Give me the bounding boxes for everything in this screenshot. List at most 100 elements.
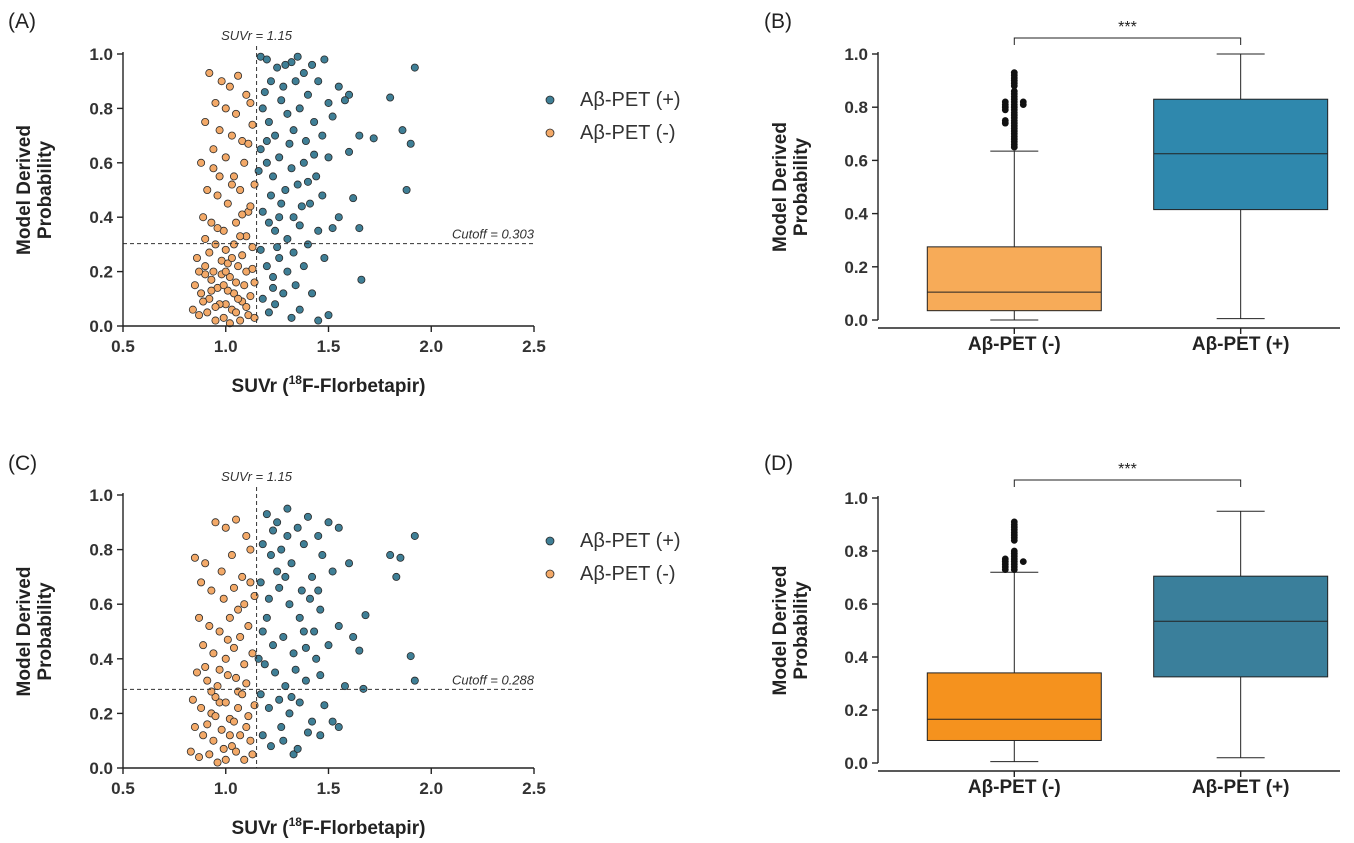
data-point [334, 622, 343, 631]
data-point [225, 273, 234, 282]
y-tick-label: 0.2 [844, 258, 868, 277]
outlier-point [1019, 558, 1027, 565]
data-point [236, 731, 245, 740]
data-point [269, 283, 278, 292]
x-tick-label: 0.5 [111, 779, 135, 798]
outlier-point [1001, 566, 1009, 573]
data-point [283, 234, 292, 243]
data-point [289, 248, 298, 257]
data-point [248, 264, 257, 273]
data-point [188, 695, 197, 704]
x-axis-title-part: F-Florbetapir) [302, 376, 426, 397]
data-point [275, 253, 284, 262]
suvr-threshold-label: SUVr = 1.15 [221, 28, 293, 43]
data-point [234, 262, 243, 271]
data-point [246, 578, 255, 587]
data-point [285, 709, 294, 718]
legend-label: Aβ-PET (-) [580, 563, 676, 585]
data-point [242, 723, 251, 732]
data-point [213, 758, 222, 767]
data-point [277, 723, 286, 732]
data-point [396, 553, 405, 562]
data-point [240, 158, 249, 167]
data-point [277, 96, 286, 105]
data-point [291, 281, 300, 290]
data-point [201, 662, 210, 671]
data-point [295, 104, 304, 113]
data-point [227, 253, 236, 262]
outlier-point [1010, 82, 1018, 90]
data-point [328, 224, 337, 233]
data-point [240, 660, 249, 669]
data-point [258, 540, 267, 549]
y-tick-label: 0.8 [89, 541, 113, 560]
data-point [281, 60, 290, 69]
data-point [303, 728, 312, 737]
data-point [260, 88, 269, 97]
data-point [349, 632, 358, 641]
data-point [299, 540, 308, 549]
data-point [260, 660, 269, 669]
data-point [258, 294, 267, 303]
data-point [345, 90, 354, 99]
data-point [225, 731, 234, 740]
data-point [410, 676, 419, 685]
data-point [293, 180, 302, 189]
y-tick-label: 0.8 [844, 542, 868, 561]
data-point [266, 191, 275, 200]
data-point [271, 668, 280, 677]
data-point [285, 139, 294, 148]
y-tick-label: 0.0 [844, 754, 868, 773]
x-axis-title-part: SUVr ( [232, 818, 290, 839]
data-point [310, 150, 319, 159]
data-point [213, 682, 222, 691]
significance-bracket [1013, 37, 1242, 45]
scatter-panel-2: (C) SUVr = 1.15 Cutoff = 0.288 0.5 1.0 1.5 2.0… [8, 452, 681, 839]
category-label: Aβ-PET (-) [968, 777, 1061, 798]
cutoff-label: Cutoff = 0.303 [452, 227, 535, 242]
data-point [345, 559, 354, 568]
data-point [281, 185, 290, 194]
scatter-panel-0: (A) SUVr = 1.15 Cutoff = 0.303 0.5 1.0 1.5 2.0… [8, 10, 681, 397]
data-point [223, 286, 232, 295]
x-axis-title-part: 18 [289, 373, 303, 387]
y-axis-title: Model DerivedProbability [770, 122, 812, 252]
data-point [303, 512, 312, 521]
data-point [340, 96, 349, 105]
x-tick-label: 0.5 [111, 337, 135, 356]
y-axis-title-line: Probability [35, 582, 56, 681]
data-point [186, 747, 195, 756]
data-point [258, 104, 267, 113]
data-point [334, 523, 343, 532]
data-point [221, 654, 230, 663]
y-axis-title: Model DerivedProbability [770, 566, 812, 696]
data-point [306, 199, 315, 208]
data-point [221, 267, 230, 276]
data-point [402, 185, 411, 194]
outlier-point [1010, 566, 1018, 573]
data-point [192, 253, 201, 262]
data-point [242, 90, 251, 99]
data-point [232, 747, 241, 756]
data-point [244, 622, 253, 631]
data-point [248, 243, 257, 252]
box-iqr [1153, 98, 1329, 211]
y-tick-label: 0.6 [89, 154, 113, 173]
data-point [232, 109, 241, 118]
data-point [223, 635, 232, 644]
legend-label: Aβ-PET (-) [580, 122, 676, 144]
data-point [229, 643, 238, 652]
data-point [205, 248, 214, 257]
y-tick-label: 0.2 [89, 704, 113, 723]
data-point [312, 172, 321, 181]
data-point [264, 594, 273, 603]
x-tick-label: 2.0 [419, 779, 443, 798]
data-point [229, 583, 238, 592]
data-point [219, 594, 228, 603]
box-panel-3: (D) Aβ-PET (-) Aβ-PET (+) *** 0.0 0.2 0.4 0.6 0.… [764, 452, 1340, 798]
data-point [308, 60, 317, 69]
data-point [190, 553, 199, 562]
y-axis-title-line: Model Derived [14, 567, 35, 697]
data-point [345, 147, 354, 156]
